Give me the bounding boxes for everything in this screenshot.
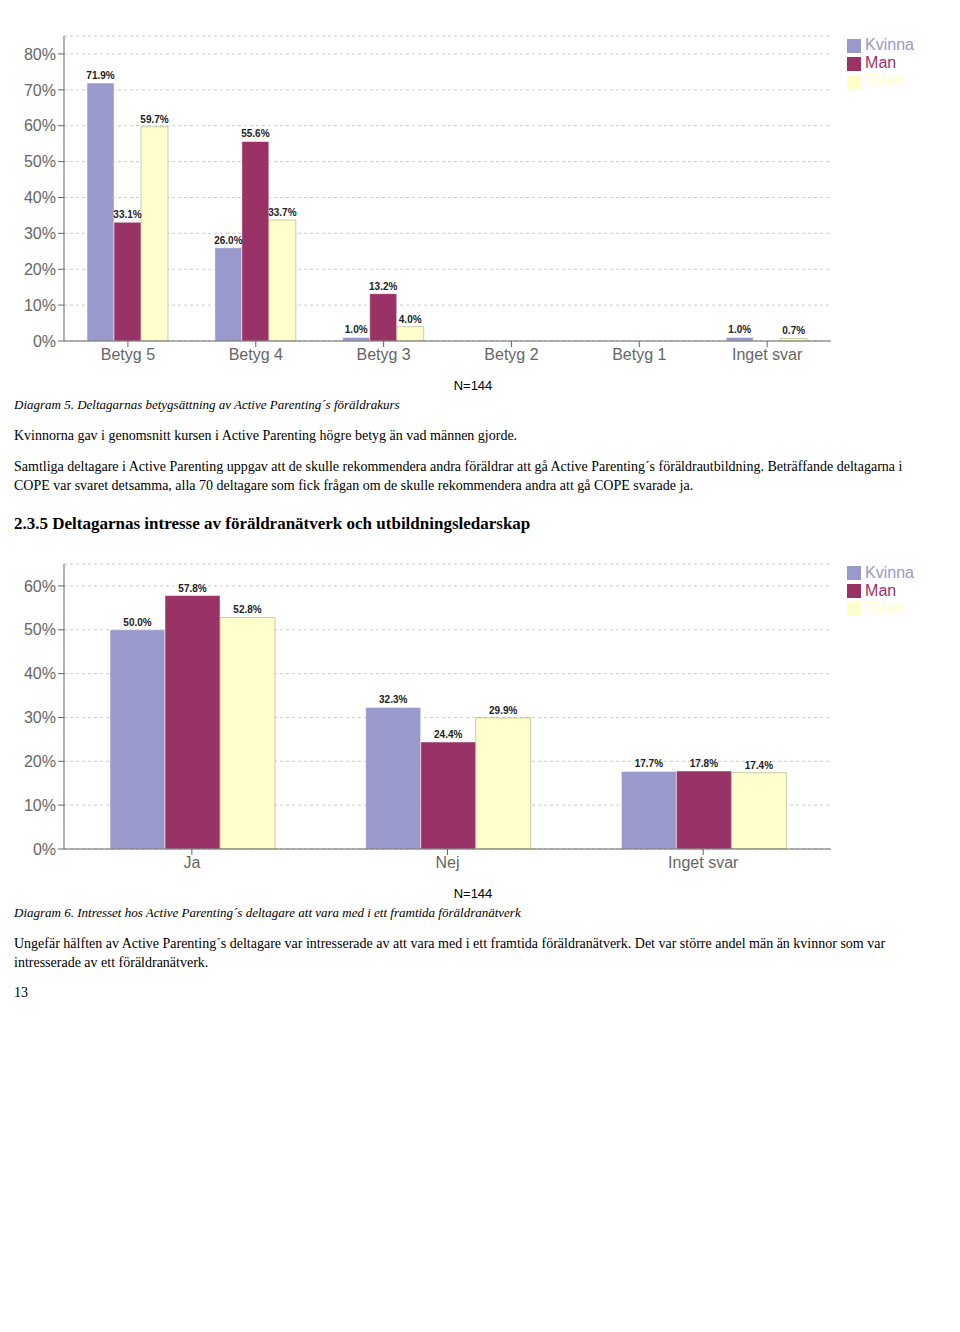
svg-text:Betyg 4: Betyg 4 [229, 346, 283, 363]
svg-text:52.8%: 52.8% [233, 604, 261, 615]
svg-text:60%: 60% [24, 577, 56, 594]
svg-text:4.0%: 4.0% [399, 314, 422, 325]
svg-text:20%: 20% [24, 261, 56, 278]
html-text:Kvinna: Kvinna [865, 36, 914, 53]
svg-text:0.7%: 0.7% [782, 325, 805, 336]
html-text:Diagram 6. Intresset hos Activ: Diagram 6. Intresset hos Active Parentin… [14, 904, 521, 920]
svg-text:40%: 40% [24, 189, 56, 206]
html-text:N=144: N=144 [453, 378, 493, 393]
html-text:Kvinnorna gav i genomsnitt kur: Kvinnorna gav i genomsnitt kursen i Acti… [14, 428, 518, 443]
svg-text:40%: 40% [24, 665, 56, 682]
svg-text:0%: 0% [33, 840, 56, 857]
svg-text:Ja: Ja [183, 854, 200, 871]
svg-text:17.7%: 17.7% [635, 758, 663, 769]
html-text:Kvinna: Kvinna [865, 563, 914, 581]
svg-text:57.8%: 57.8% [178, 582, 206, 593]
svg-text:33.7%: 33.7% [268, 207, 296, 218]
svg-text:Betyg 3: Betyg 3 [356, 346, 410, 363]
svg-text:32.3%: 32.3% [379, 694, 407, 705]
svg-text:24.4%: 24.4% [434, 729, 462, 740]
svg-text:Inget svar: Inget svar [668, 854, 739, 871]
svg-text:20%: 20% [24, 753, 56, 770]
svg-text:50.0%: 50.0% [123, 616, 151, 627]
svg-text:13.2%: 13.2% [369, 281, 397, 292]
html-text:Man: Man [865, 581, 897, 599]
svg-text:10%: 10% [24, 297, 56, 314]
svg-text:1.0%: 1.0% [345, 324, 368, 335]
svg-text:Inget svar: Inget svar [732, 346, 803, 363]
svg-text:71.9%: 71.9% [86, 70, 114, 81]
html-text:Totalt: Totalt [865, 599, 904, 617]
svg-text:26.0%: 26.0% [214, 235, 242, 246]
html-text:Totalt: Totalt [865, 72, 904, 89]
svg-text:10%: 10% [24, 797, 56, 814]
svg-text:60%: 60% [24, 117, 56, 134]
svg-text:59.7%: 59.7% [140, 114, 168, 125]
svg-text:30%: 30% [24, 225, 56, 242]
svg-text:Betyg 2: Betyg 2 [484, 346, 538, 363]
html-text:2.3.5 Deltagarnas intresse av: 2.3.5 Deltagarnas intresse av föräldranä… [14, 513, 531, 533]
html-text:Diagram 5. Deltagarnas betygsä: Diagram 5. Deltagarnas betygsättning av … [14, 397, 400, 412]
svg-text:50%: 50% [24, 621, 56, 638]
svg-text:17.8%: 17.8% [690, 758, 718, 769]
svg-text:55.6%: 55.6% [241, 128, 269, 139]
svg-text:80%: 80% [24, 46, 56, 63]
html-text:13: 13 [14, 985, 28, 1001]
svg-text:33.1%: 33.1% [113, 209, 141, 220]
svg-text:0%: 0% [33, 333, 56, 350]
svg-text:Nej: Nej [436, 854, 460, 871]
svg-text:50%: 50% [24, 153, 56, 170]
html-text:N=144: N=144 [453, 885, 493, 901]
svg-text:29.9%: 29.9% [489, 705, 517, 716]
html-text:Ungefär hälften av Active Pare: Ungefär hälften av Active Parenting´s de… [14, 935, 886, 970]
html-text:Samtliga deltagare i Active Pa: Samtliga deltagare i Active Parenting up… [14, 458, 903, 493]
html-text:Man: Man [865, 54, 897, 71]
svg-text:Betyg 1: Betyg 1 [612, 346, 666, 363]
svg-text:70%: 70% [24, 82, 56, 99]
svg-text:17.4%: 17.4% [745, 759, 773, 770]
svg-text:Betyg 5: Betyg 5 [101, 346, 155, 363]
svg-text:1.0%: 1.0% [728, 324, 751, 335]
svg-text:30%: 30% [24, 709, 56, 726]
